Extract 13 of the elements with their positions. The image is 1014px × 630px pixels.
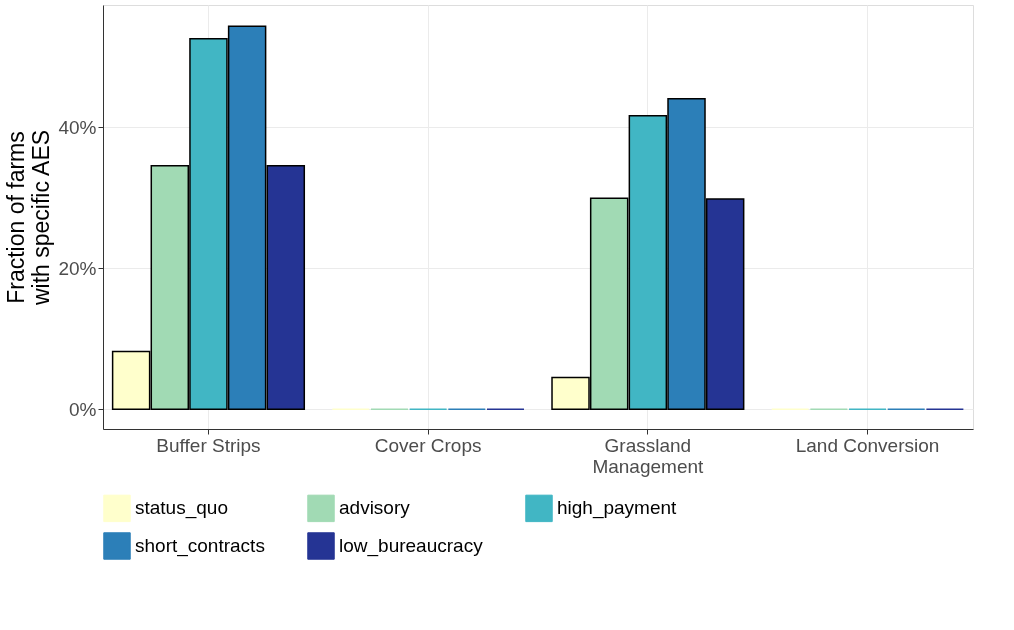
y-tick-label: 40% <box>58 116 97 138</box>
legend-label: low_bureaucracy <box>339 535 484 557</box>
x-tick-label: Grassland Management <box>592 434 705 477</box>
x-tick-label: Cover Crops <box>374 434 482 456</box>
legend-label: high_payment <box>557 497 678 520</box>
y-axis-title: Fraction of farms with specific AES <box>3 129 55 307</box>
y-tick-label: 20% <box>58 257 97 279</box>
y-tick-label: 0% <box>69 398 97 420</box>
legend-label: short_contracts <box>135 535 265 557</box>
legend-label: status_quo <box>135 497 228 520</box>
legend-label: advisory <box>339 497 411 519</box>
x-tick-label: Buffer Strips <box>156 434 261 456</box>
x-tick-label: Land Conversion <box>795 434 940 456</box>
